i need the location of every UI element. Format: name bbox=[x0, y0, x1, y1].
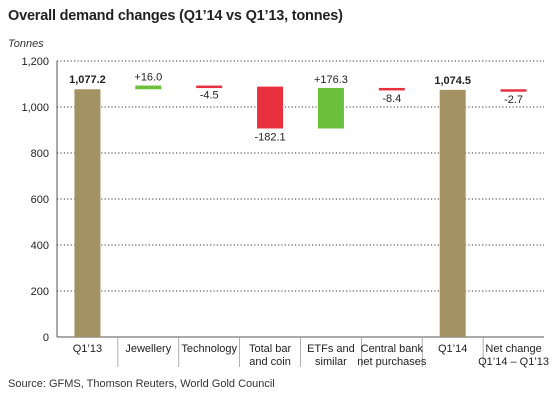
y-tick-label: 800 bbox=[31, 148, 49, 160]
chart-title: Overall demand changes (Q1’14 vs Q1’13, … bbox=[8, 8, 343, 24]
x-tick-label: ETFs and similar bbox=[307, 343, 355, 368]
x-tick-label: Technology bbox=[181, 343, 237, 355]
bar-decrease bbox=[196, 85, 223, 89]
axes bbox=[56, 61, 544, 367]
y-tick-label: 1,200 bbox=[21, 56, 49, 68]
data-label: -182.1 bbox=[254, 131, 285, 143]
x-tick-label: Total bar and coin bbox=[249, 343, 292, 368]
data-label: -4.5 bbox=[200, 90, 219, 102]
x-tick-label: Jewellery bbox=[125, 343, 171, 355]
y-tick-label: 1,000 bbox=[21, 102, 49, 114]
data-label: -2.7 bbox=[504, 94, 523, 106]
y-axis-label: Tonnes bbox=[8, 38, 44, 50]
x-tick-label: Q1’13 bbox=[73, 343, 102, 355]
x-tick-label: Q1’14 bbox=[438, 343, 467, 355]
data-label: -8.4 bbox=[382, 93, 401, 105]
y-tick-label: 200 bbox=[31, 286, 49, 298]
y-tick-label: 400 bbox=[31, 240, 49, 252]
bar-total bbox=[439, 89, 466, 338]
bars bbox=[74, 85, 527, 338]
data-label-backing bbox=[67, 74, 108, 87]
data-label: 1,077.2 bbox=[69, 74, 106, 86]
gridlines bbox=[57, 60, 544, 292]
data-label: +176.3 bbox=[314, 74, 348, 86]
y-tick-label: 0 bbox=[43, 332, 49, 344]
data-label: +16.0 bbox=[134, 72, 162, 84]
x-tick-label: Net change Q1’14 – Q1’13 bbox=[478, 343, 549, 368]
bar-decrease bbox=[500, 89, 527, 92]
bar-decrease bbox=[257, 86, 284, 129]
data-label-backing bbox=[432, 74, 474, 87]
tick-labels: 0 200 400 600 800 1,000 1,200 Q1’13 Jewellery Tec… bbox=[21, 56, 549, 368]
y-tick-label: 600 bbox=[31, 194, 49, 206]
bar-increase bbox=[135, 85, 162, 90]
source-note: Source: GFMS, Thomson Reuters, World Gol… bbox=[8, 378, 275, 390]
data-labels: 1,077.2 +16.0 -4.5 -182.1 +176.3 -8.4 1,074.5 -… bbox=[67, 72, 523, 143]
bar-increase bbox=[317, 87, 344, 129]
bar-total bbox=[74, 89, 101, 337]
data-label: 1,074.5 bbox=[434, 75, 471, 87]
bar-decrease bbox=[378, 87, 405, 91]
x-tick-label: Central bank net purchases bbox=[357, 343, 427, 368]
